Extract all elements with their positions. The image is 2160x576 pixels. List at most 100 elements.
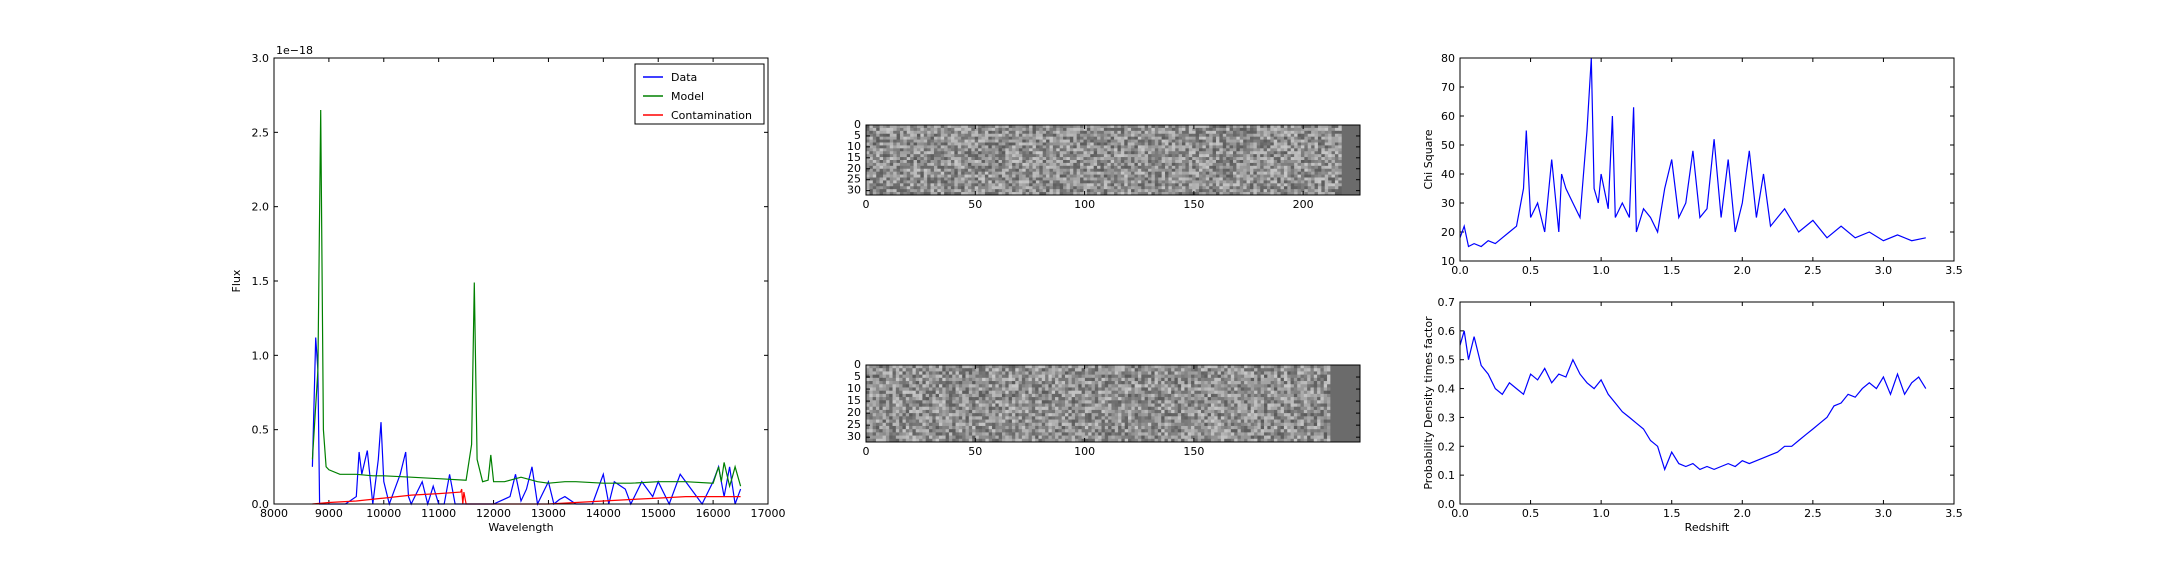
heatmap-cell — [998, 174, 1003, 178]
heatmap-cell — [1317, 180, 1322, 184]
heatmap-cell — [998, 160, 1003, 164]
heatmap-cell — [1194, 384, 1199, 388]
heatmap-cell — [1287, 139, 1292, 143]
heatmap-cell — [879, 157, 884, 161]
heatmap-cell — [1103, 151, 1108, 155]
heatmap-cell — [1141, 381, 1146, 385]
heatmap-cell — [975, 387, 980, 392]
heatmap-cell — [1058, 393, 1063, 398]
heatmap-cell — [1137, 365, 1142, 369]
heatmap-cell — [899, 390, 903, 395]
heatmap-cell — [1068, 374, 1073, 379]
heatmap-cell — [971, 136, 976, 140]
heatmap-cell — [913, 151, 918, 155]
heatmap-cell — [940, 168, 945, 173]
heatmap-cell — [985, 381, 990, 385]
heatmap-cell — [1266, 160, 1271, 164]
x-tick-label: 150 — [1183, 198, 1204, 211]
heatmap-cell — [1294, 162, 1298, 167]
heatmap-cell — [974, 186, 979, 190]
heatmap-cell — [1324, 177, 1329, 181]
heatmap-cell — [981, 189, 986, 193]
heatmap-cell — [1051, 377, 1056, 382]
heatmap-cell — [1069, 180, 1074, 184]
heatmap-cell — [1300, 171, 1305, 175]
heatmap-cell — [866, 157, 870, 161]
heatmap-cell — [1117, 165, 1122, 170]
heatmap-cell — [1088, 387, 1092, 392]
heatmap-cell — [1083, 189, 1088, 193]
heatmap-cell — [988, 183, 993, 187]
heatmap-cell — [950, 142, 955, 146]
heatmap-cell — [1202, 139, 1207, 143]
heatmap-cell — [1264, 365, 1268, 369]
heatmap-cell — [920, 151, 925, 155]
heatmap-cell — [1049, 139, 1054, 143]
heatmap-cell — [903, 148, 908, 152]
heatmap-cell — [957, 165, 962, 170]
heatmap-cell — [1073, 160, 1078, 164]
heatmap-cell — [1280, 148, 1285, 152]
heatmap-cell — [1151, 127, 1156, 132]
heatmap-cell — [967, 186, 972, 190]
heatmap-cell — [1199, 157, 1203, 161]
heatmap-cell — [1039, 125, 1044, 129]
heatmap-cell — [1283, 397, 1288, 401]
heatmap-cell — [1178, 160, 1183, 164]
heatmap-cell — [1294, 180, 1298, 184]
heatmap-cell — [1078, 377, 1082, 382]
heatmap-cell — [1294, 136, 1298, 140]
heatmap-cell — [1104, 384, 1109, 388]
heatmap-cell — [1294, 142, 1298, 146]
heatmap-cell — [1061, 371, 1066, 376]
heatmap-cell — [1217, 393, 1222, 398]
heatmap-cell — [1253, 127, 1258, 132]
heatmap-cell — [1110, 142, 1115, 146]
heatmap-cell — [1257, 365, 1262, 369]
heatmap-cell — [964, 192, 969, 196]
heatmap-cell — [1068, 377, 1073, 382]
heatmap-cell — [978, 374, 983, 379]
heatmap-cell — [988, 127, 993, 132]
heatmap-cell — [1127, 125, 1132, 129]
heatmap-cell — [1311, 177, 1315, 181]
heatmap-cell — [991, 133, 996, 138]
heatmap-cell — [1015, 168, 1020, 173]
heatmap-cell — [925, 365, 930, 369]
heatmap-cell — [893, 192, 897, 196]
heatmap-cell — [1304, 130, 1309, 135]
heatmap-cell — [1226, 183, 1230, 187]
heatmap-cell — [1093, 174, 1098, 178]
heatmap-cell — [1124, 381, 1129, 385]
heatmap-cell — [1324, 162, 1329, 167]
heatmap-cell — [938, 384, 943, 388]
heatmap-cell — [1300, 130, 1305, 135]
heatmap-cell — [988, 162, 993, 167]
heatmap-cell — [1294, 125, 1298, 129]
heatmap-cell — [1012, 139, 1016, 143]
heatmap-cell — [1307, 133, 1312, 138]
heatmap-cell — [895, 384, 900, 388]
heatmap-cell — [1226, 168, 1230, 173]
heatmap-cell — [995, 397, 1000, 401]
heatmap-cell — [1277, 365, 1282, 369]
heatmap-cell — [1249, 160, 1254, 164]
heatmap-cell — [1240, 387, 1245, 392]
heatmap-cell — [1029, 127, 1033, 132]
heatmap-cell — [919, 384, 923, 388]
heatmap-cell — [916, 160, 921, 164]
heatmap-cell — [1100, 180, 1105, 184]
heatmap-cell — [937, 151, 942, 155]
heatmap-cell — [1184, 377, 1189, 382]
heatmap-cell — [1307, 162, 1312, 167]
heatmap-cell — [1161, 390, 1165, 395]
heatmap-cell — [1091, 390, 1096, 395]
heatmap-cell — [995, 145, 999, 149]
heatmap-cell — [1127, 168, 1132, 173]
heatmap-cell — [1184, 390, 1189, 395]
heatmap-cell — [1239, 125, 1244, 129]
heatmap-cell — [1260, 393, 1265, 398]
heatmap-cell — [1068, 384, 1073, 388]
heatmap-cell — [981, 165, 986, 170]
heatmap-cell — [1277, 381, 1282, 385]
